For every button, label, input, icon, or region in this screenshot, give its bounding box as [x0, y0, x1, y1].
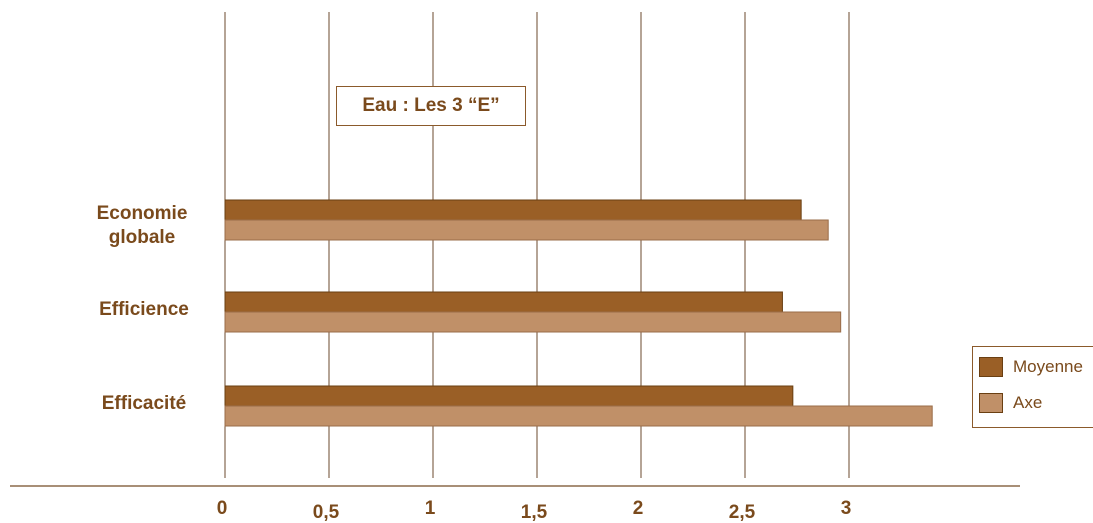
legend-swatch-axe [979, 393, 1003, 413]
x-tick-label: 2,5 [729, 502, 756, 523]
x-tick-label: 3 [841, 498, 852, 519]
x-tick-label: 1 [425, 498, 436, 519]
legend: Moyenne Axe [972, 346, 1093, 428]
category-label: Efficacité [101, 393, 187, 414]
chart-title: Eau : Les 3 “E” [336, 86, 526, 126]
category-label: Economie globale [96, 203, 188, 248]
x-tick-label: 1,5 [521, 502, 548, 523]
bars [224, 199, 933, 427]
legend-item-moyenne: Moyenne [979, 357, 1083, 377]
x-tick-label: 2 [633, 498, 644, 519]
legend-item-axe: Axe [979, 393, 1042, 413]
legend-swatch-moyenne [979, 357, 1003, 377]
bar-moyenne-2 [224, 291, 783, 313]
x-tick-labels: 0 0,5 1 1,5 2 2,5 3 [217, 498, 852, 523]
bar-axe-1 [224, 219, 829, 241]
bar-axe-2 [224, 311, 842, 333]
category-label: Efficience [99, 299, 189, 320]
legend-label-axe: Axe [1013, 393, 1043, 412]
bar-moyenne-1 [224, 199, 802, 221]
legend-label-moyenne: Moyenne [1013, 357, 1083, 376]
x-tick-label: 0 [217, 498, 228, 519]
x-tick-label: 0,5 [313, 502, 340, 523]
bar-moyenne-3 [224, 385, 794, 407]
bar-axe-3 [224, 405, 933, 427]
